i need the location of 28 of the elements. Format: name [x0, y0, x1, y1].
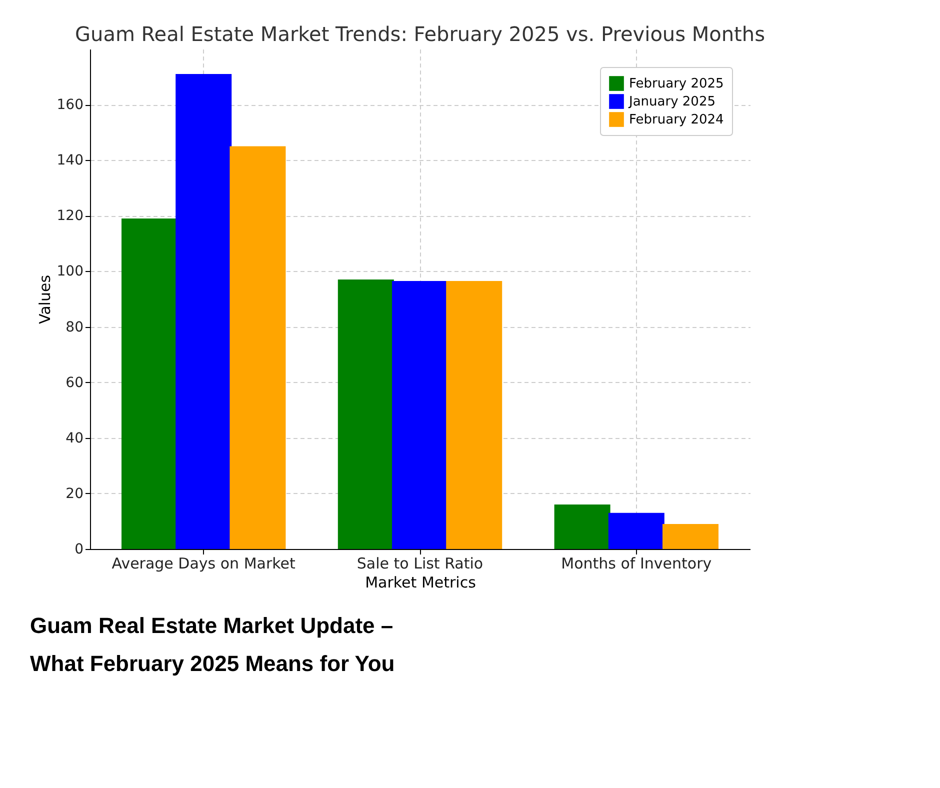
y-tick-label: 80 [66, 319, 84, 336]
y-tick-label: 60 [66, 374, 84, 391]
legend-label: January 2025 [628, 94, 716, 110]
y-tick-label: 100 [56, 264, 84, 280]
legend-label: February 2024 [629, 112, 724, 128]
bar [662, 524, 718, 549]
y-tick-label: 40 [66, 430, 84, 446]
x-tick-label: Months of Inventory [561, 554, 712, 572]
y-tick-label: 0 [74, 542, 84, 558]
y-tick-label: 140 [56, 152, 84, 169]
x-tick-label: Average Days on Market [112, 554, 296, 572]
x-tick-label: Sale to List Ratio [356, 554, 484, 572]
x-axis-title: Market Metrics [365, 574, 476, 592]
y-axis-title: Values [36, 274, 54, 324]
y-tick-label: 120 [56, 208, 84, 224]
bar [122, 218, 178, 549]
bar [446, 280, 502, 549]
legend-label: February 2025 [629, 76, 724, 92]
text: Guam Real Estate Market Update – What February 2025 Means for You [30, 613, 395, 676]
y-tick-label: 20 [66, 486, 84, 502]
bar [338, 280, 394, 549]
chart-title: Guam Real Estate Market Trends: February 2025 vs. Previous Months [75, 22, 765, 46]
y-tick-label: 160 [56, 97, 84, 114]
bar [608, 512, 664, 549]
bar [230, 146, 286, 549]
bar [392, 280, 448, 549]
bar [176, 74, 232, 549]
bar [554, 504, 610, 549]
